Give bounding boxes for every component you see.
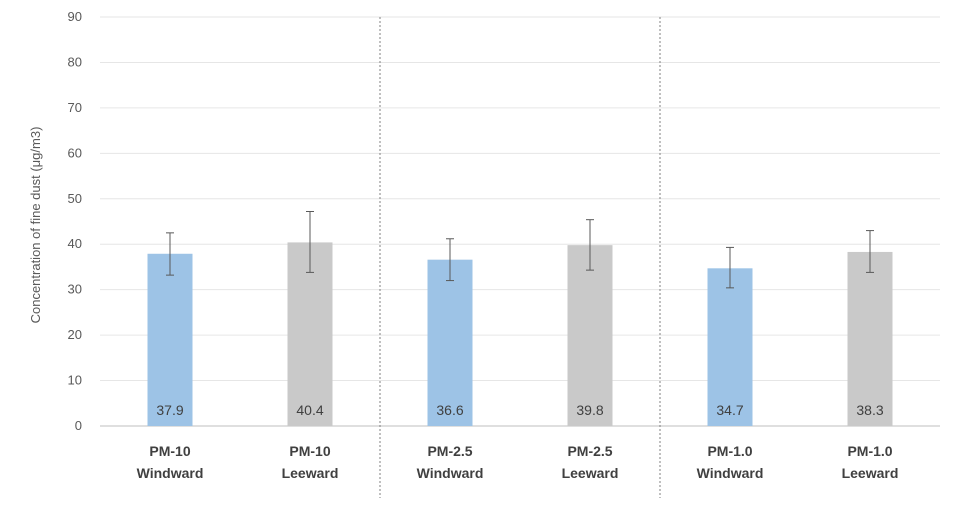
data-label: 38.3 bbox=[856, 402, 883, 418]
bar bbox=[427, 259, 473, 426]
data-label: 37.9 bbox=[156, 402, 183, 418]
category-label-line2: Windward bbox=[137, 465, 204, 481]
category-label-line1: PM-2.5 bbox=[567, 443, 612, 459]
y-tick-label: 90 bbox=[68, 9, 82, 24]
category-labels: PM-10 Windward PM-10 Leeward PM-2.5 Windward P… bbox=[137, 443, 899, 481]
category-label-line2: Windward bbox=[417, 465, 484, 481]
category-label-line1: PM-2.5 bbox=[427, 443, 472, 459]
category-label-line2: Leeward bbox=[282, 465, 339, 481]
bar bbox=[147, 253, 193, 426]
y-tick-label: 20 bbox=[68, 327, 82, 342]
data-label: 40.4 bbox=[296, 402, 323, 418]
error-bars bbox=[166, 211, 874, 289]
group-separators bbox=[379, 17, 661, 498]
bar bbox=[287, 242, 333, 426]
gridlines bbox=[100, 16, 940, 427]
bars bbox=[147, 242, 893, 426]
category-label-line1: PM-10 bbox=[149, 443, 190, 459]
bar bbox=[847, 251, 893, 426]
category-label-line1: PM-1.0 bbox=[847, 443, 892, 459]
y-tick-label: 10 bbox=[68, 373, 82, 388]
y-tick-label: 50 bbox=[68, 191, 82, 206]
category-label-line1: PM-1.0 bbox=[707, 443, 752, 459]
data-label: 36.6 bbox=[436, 402, 463, 418]
y-tick-label: 0 bbox=[75, 418, 82, 433]
data-label: 34.7 bbox=[716, 402, 743, 418]
category-label-line2: Leeward bbox=[842, 465, 899, 481]
category-label-line2: Leeward bbox=[562, 465, 619, 481]
bar bbox=[567, 245, 613, 426]
y-tick-label: 40 bbox=[68, 236, 82, 251]
y-axis-ticks: 0 10 20 30 40 50 60 70 80 90 bbox=[68, 9, 82, 433]
y-tick-label: 60 bbox=[68, 145, 82, 160]
y-tick-label: 80 bbox=[68, 54, 82, 69]
data-label: 39.8 bbox=[576, 402, 603, 418]
y-tick-label: 70 bbox=[68, 100, 82, 115]
y-tick-label: 30 bbox=[68, 282, 82, 297]
category-label-line2: Windward bbox=[697, 465, 764, 481]
bar bbox=[707, 268, 753, 426]
category-label-line1: PM-10 bbox=[289, 443, 330, 459]
y-axis-label: Concentration of fine dust (μg/m3) bbox=[28, 127, 43, 324]
data-labels: 37.9 40.4 36.6 39.8 34.7 38.3 bbox=[156, 402, 883, 418]
